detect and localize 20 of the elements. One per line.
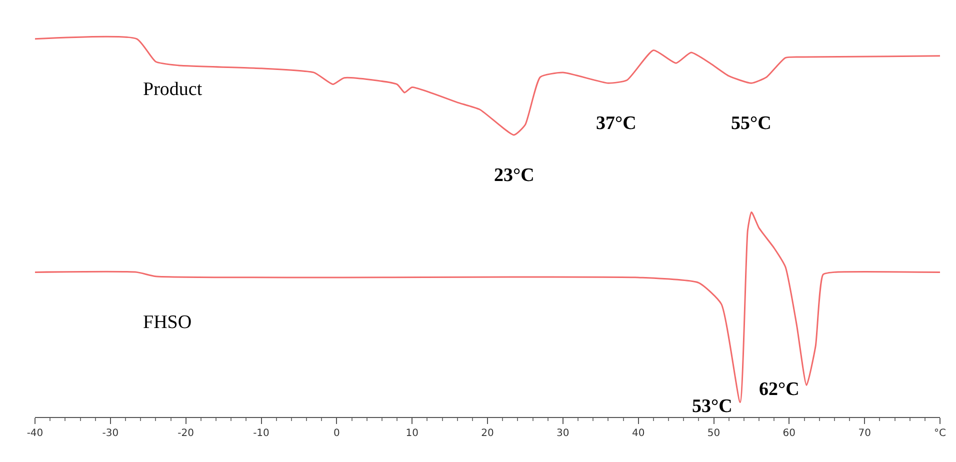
x-tick-label: °C [934,428,946,439]
x-tick-label: 30 [556,428,570,439]
series-label: Product [143,79,203,100]
annotation: 23°C [494,165,534,186]
x-tick-label: 0 [333,428,340,439]
x-tick-label: 50 [707,428,720,439]
annotation: 37°C [596,113,636,134]
series-label: FHSO [143,312,192,333]
x-tick-label: 20 [481,428,494,439]
annotation: 55°C [731,113,772,134]
x-tick-label: 40 [632,428,645,439]
x-tick-label: -30 [102,428,119,439]
x-tick-label: 70 [858,428,871,439]
x-tick-label: 60 [782,428,796,439]
x-tick-label: -10 [253,428,270,439]
annotation: 62°C [759,379,800,400]
x-tick-label: -20 [178,428,194,439]
x-tick-label: 10 [406,428,418,439]
x-tick-label: -40 [26,428,44,439]
annotation: 53°C [692,396,732,417]
